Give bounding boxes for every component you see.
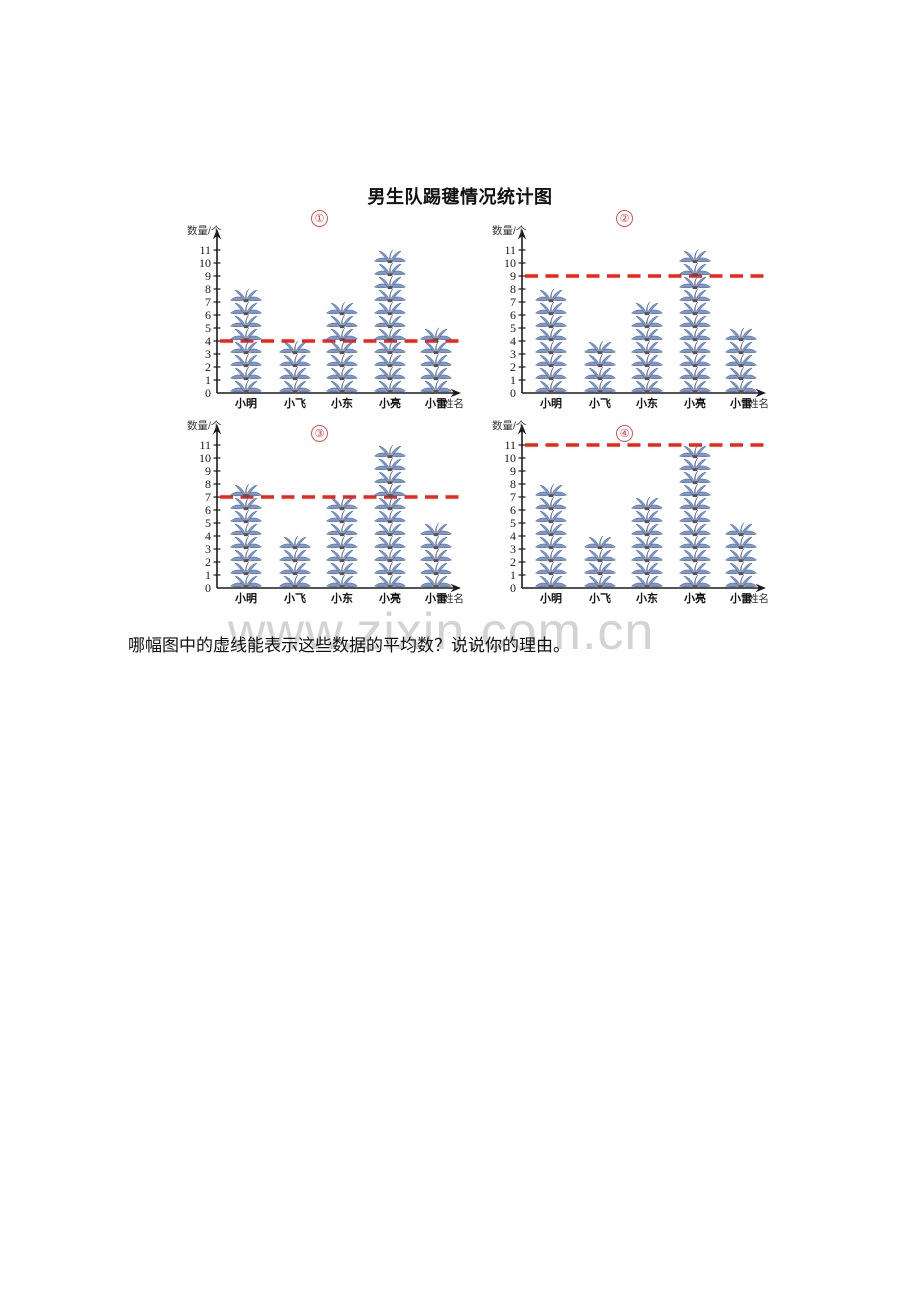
- svg-text:0: 0: [205, 581, 211, 595]
- svg-text:小亮: 小亮: [378, 591, 401, 605]
- svg-text:1: 1: [510, 568, 516, 582]
- svg-text:小明: 小明: [234, 591, 257, 605]
- svg-text:小雷: 小雷: [729, 396, 752, 410]
- svg-text:数量/个: 数量/个: [492, 224, 527, 237]
- svg-text:10: 10: [199, 256, 211, 270]
- svg-text:2: 2: [205, 360, 211, 374]
- svg-text:姓名: 姓名: [748, 592, 769, 605]
- svg-text:8: 8: [205, 477, 211, 491]
- svg-text:7: 7: [205, 295, 211, 309]
- svg-text:1: 1: [510, 373, 516, 387]
- svg-text:6: 6: [510, 308, 516, 322]
- chart-number-3: ③: [311, 425, 328, 442]
- question-text: 哪幅图中的虚线能表示这些数据的平均数？说说你的理由。: [128, 636, 570, 655]
- page-title: 男生队踢毽情况统计图: [367, 187, 553, 207]
- chart-3: ③ 0 1 2 3 4 5 6 7 8 9 10 11 数量/个姓名 小明 小飞 小东 小亮 小雷: [187, 418, 487, 618]
- svg-text:0: 0: [510, 581, 516, 595]
- svg-text:7: 7: [510, 490, 516, 504]
- svg-text:9: 9: [205, 269, 211, 283]
- svg-text:小亮: 小亮: [378, 396, 401, 410]
- svg-text:2: 2: [510, 555, 516, 569]
- svg-text:小飞: 小飞: [283, 396, 306, 410]
- svg-text:5: 5: [510, 516, 516, 530]
- svg-text:小雷: 小雷: [729, 591, 752, 605]
- svg-text:4: 4: [510, 529, 516, 543]
- svg-text:小亮: 小亮: [683, 591, 706, 605]
- svg-text:9: 9: [510, 269, 516, 283]
- chart-4: ④ 0 1 2 3 4 5 6 7 8 9 10 11 数量/个姓名 小明 小飞 小东 小亮 小雷: [492, 418, 792, 618]
- svg-text:5: 5: [205, 321, 211, 335]
- svg-text:小亮: 小亮: [683, 396, 706, 410]
- svg-text:姓名: 姓名: [748, 397, 769, 410]
- svg-text:小飞: 小飞: [588, 396, 611, 410]
- svg-text:小东: 小东: [330, 591, 353, 605]
- svg-text:11: 11: [199, 243, 211, 257]
- svg-text:3: 3: [205, 347, 211, 361]
- svg-text:2: 2: [205, 555, 211, 569]
- svg-text:4: 4: [205, 529, 211, 543]
- svg-text:小雷: 小雷: [424, 591, 447, 605]
- svg-text:7: 7: [205, 490, 211, 504]
- svg-text:4: 4: [510, 334, 516, 348]
- svg-text:3: 3: [205, 542, 211, 556]
- svg-text:10: 10: [504, 451, 516, 465]
- svg-text:5: 5: [205, 516, 211, 530]
- svg-text:8: 8: [510, 282, 516, 296]
- svg-text:9: 9: [205, 464, 211, 478]
- svg-text:6: 6: [205, 308, 211, 322]
- svg-text:9: 9: [510, 464, 516, 478]
- svg-text:2: 2: [510, 360, 516, 374]
- watermark: www.zixin.com.cn: [228, 603, 655, 661]
- svg-text:0: 0: [510, 386, 516, 400]
- svg-text:小明: 小明: [539, 591, 562, 605]
- svg-text:8: 8: [205, 282, 211, 296]
- chart-1: ① 0 1 2 3 4 5 6 7 8 9 10 11 数量/个姓名 小明 小飞 小东 小亮 小雷: [187, 210, 487, 423]
- svg-text:小飞: 小飞: [588, 591, 611, 605]
- svg-text:0: 0: [205, 386, 211, 400]
- svg-text:小明: 小明: [539, 396, 562, 410]
- svg-text:数量/个: 数量/个: [187, 224, 222, 237]
- svg-text:4: 4: [205, 334, 211, 348]
- svg-text:6: 6: [205, 503, 211, 517]
- svg-text:小东: 小东: [635, 591, 658, 605]
- svg-text:3: 3: [510, 542, 516, 556]
- svg-text:11: 11: [504, 243, 516, 257]
- svg-text:数量/个: 数量/个: [492, 419, 527, 432]
- svg-text:11: 11: [199, 438, 211, 452]
- svg-text:11: 11: [504, 438, 516, 452]
- svg-text:8: 8: [510, 477, 516, 491]
- chart-number-4: ④: [616, 425, 633, 442]
- chart-number-2: ②: [616, 210, 633, 227]
- svg-text:姓名: 姓名: [443, 397, 464, 410]
- svg-text:小明: 小明: [234, 396, 257, 410]
- svg-text:10: 10: [504, 256, 516, 270]
- chart-2: ② 0 1 2 3 4 5 6 7 8 9 10 11 数量/个姓名 小明 小飞 小东 小亮 小雷: [492, 210, 792, 423]
- chart-number-1: ①: [311, 210, 328, 227]
- svg-text:10: 10: [199, 451, 211, 465]
- svg-text:姓名: 姓名: [443, 592, 464, 605]
- svg-text:6: 6: [510, 503, 516, 517]
- svg-text:小东: 小东: [330, 396, 353, 410]
- svg-text:数量/个: 数量/个: [187, 419, 222, 432]
- svg-text:7: 7: [510, 295, 516, 309]
- svg-text:1: 1: [205, 373, 211, 387]
- svg-text:3: 3: [510, 347, 516, 361]
- svg-text:1: 1: [205, 568, 211, 582]
- svg-text:小东: 小东: [635, 396, 658, 410]
- svg-text:小飞: 小飞: [283, 591, 306, 605]
- svg-text:5: 5: [510, 321, 516, 335]
- svg-text:小雷: 小雷: [424, 396, 447, 410]
